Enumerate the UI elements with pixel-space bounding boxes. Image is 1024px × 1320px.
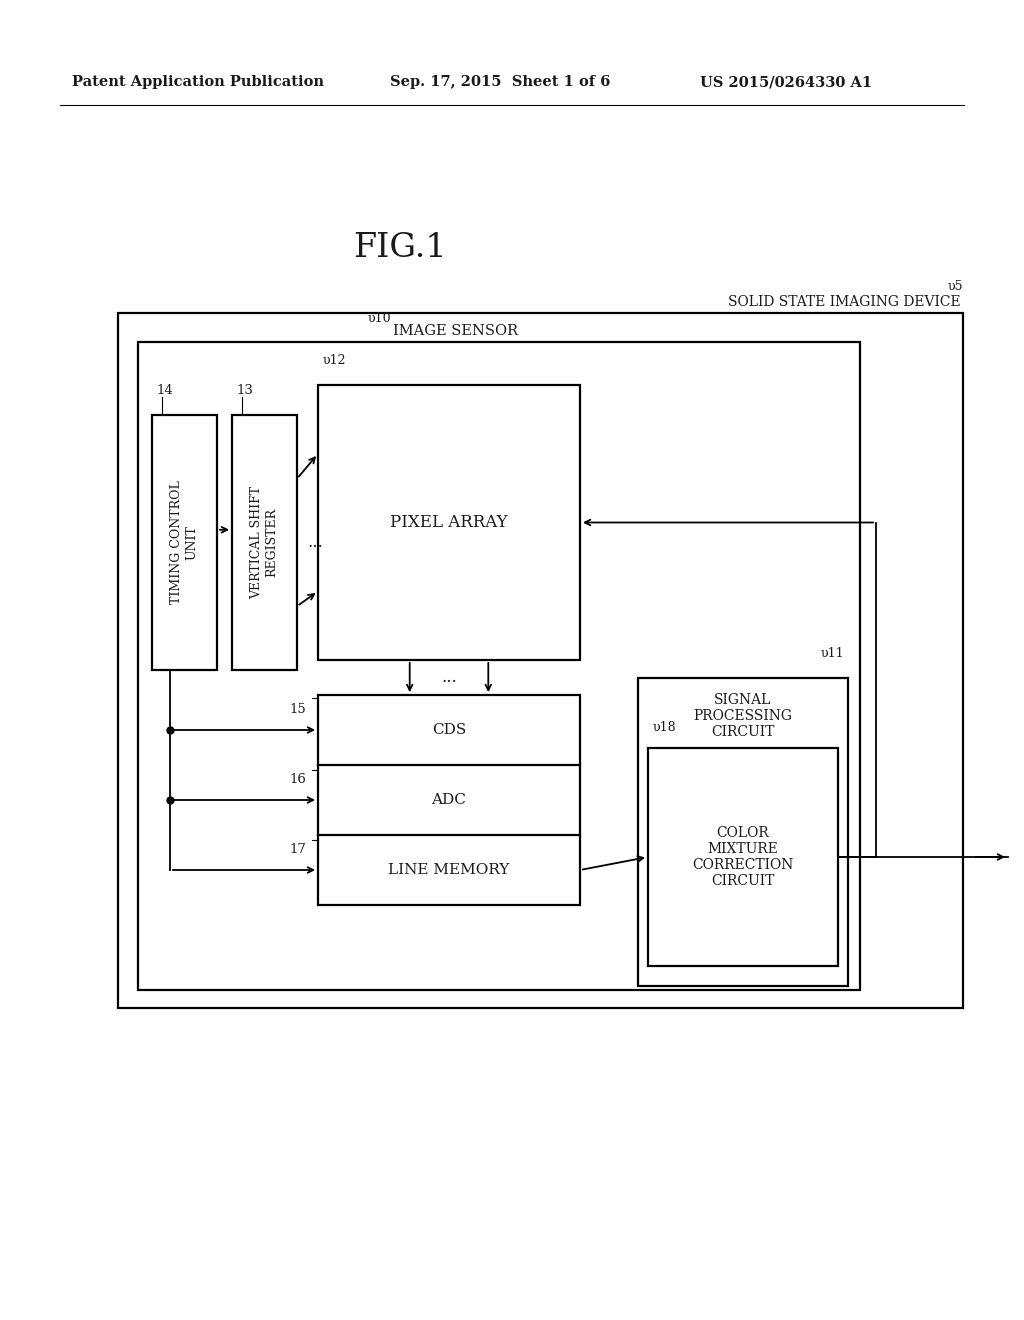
Text: 16: 16 (289, 774, 306, 785)
Text: υ10: υ10 (367, 312, 391, 325)
Text: ...: ... (307, 535, 323, 550)
Text: 17: 17 (289, 843, 306, 855)
Text: Sep. 17, 2015  Sheet 1 of 6: Sep. 17, 2015 Sheet 1 of 6 (390, 75, 610, 88)
Text: LINE MEMORY: LINE MEMORY (388, 863, 510, 876)
Text: Patent Application Publication: Patent Application Publication (72, 75, 324, 88)
Text: CDS: CDS (432, 723, 466, 737)
Text: IMAGE SENSOR: IMAGE SENSOR (392, 323, 518, 338)
Text: ADC: ADC (431, 793, 467, 807)
Bar (638, 678, 848, 986)
Text: υ5: υ5 (947, 280, 963, 293)
Bar (152, 414, 217, 671)
Text: US 2015/0264330 A1: US 2015/0264330 A1 (700, 75, 872, 88)
Text: TIMING CONTROL
UNIT: TIMING CONTROL UNIT (171, 480, 199, 605)
Bar (232, 414, 297, 671)
Bar (138, 342, 860, 990)
Text: PIXEL ARRAY: PIXEL ARRAY (390, 513, 508, 531)
Text: 14: 14 (156, 384, 173, 397)
Text: FIG.1: FIG.1 (353, 232, 446, 264)
Bar (118, 313, 963, 1008)
Text: VERTICAL SHIFT
REGISTER: VERTICAL SHIFT REGISTER (251, 486, 279, 599)
Text: υ18: υ18 (653, 721, 677, 734)
Text: ...: ... (441, 668, 457, 685)
Text: υ12: υ12 (323, 354, 346, 367)
Text: COLOR
MIXTURE
CORRECTION
CIRCUIT: COLOR MIXTURE CORRECTION CIRCUIT (692, 826, 794, 888)
Text: υ11: υ11 (820, 647, 844, 660)
Text: SOLID STATE IMAGING DEVICE: SOLID STATE IMAGING DEVICE (728, 294, 961, 309)
Bar (318, 696, 580, 906)
Bar (318, 385, 580, 660)
Text: 15: 15 (289, 704, 306, 715)
Bar (648, 748, 838, 966)
Text: SIGNAL
PROCESSING
CIRCUIT: SIGNAL PROCESSING CIRCUIT (693, 693, 793, 739)
Text: 13: 13 (236, 384, 253, 397)
